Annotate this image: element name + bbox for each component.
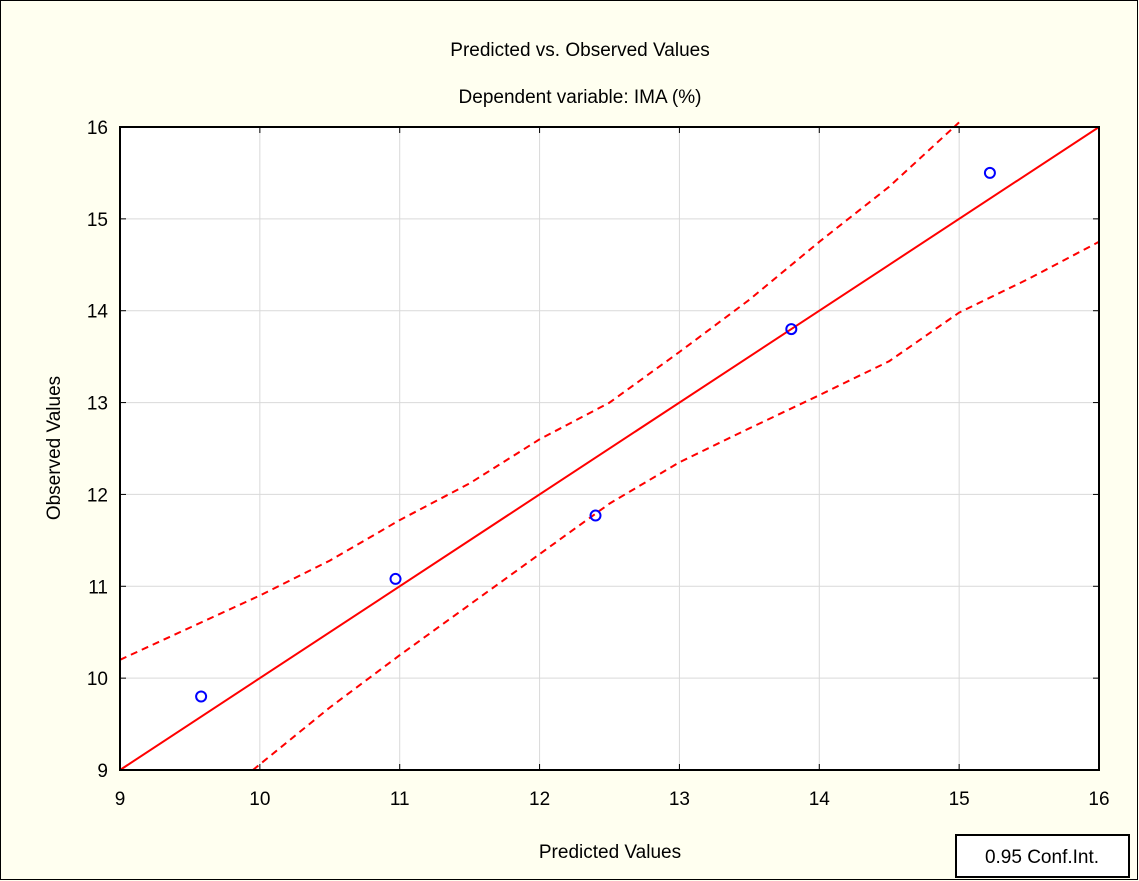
chart-subtitle: Dependent variable: IMA (%) [459,87,702,108]
y-tick-label: 13 [87,394,108,415]
data-points [195,166,996,703]
legend-label: 0.95 Conf.Int. [985,847,1099,868]
chart-title: Predicted vs. Observed Values [450,40,709,61]
y-axis-label: Observed Values [44,376,65,520]
x-tick-label: 16 [1088,789,1109,810]
x-tick-label: 15 [949,789,970,810]
x-tick-label: 12 [529,789,550,810]
y-tick-label: 9 [97,761,108,782]
x-tick-label: 9 [115,789,126,810]
y-tick-label: 14 [87,302,109,323]
x-axis-label: Predicted Values [539,842,681,863]
upper-confidence-line [119,121,960,661]
y-tick-label: 12 [87,485,108,506]
y-tick-label: 16 [87,118,108,139]
fit-line [119,126,1100,771]
fit-line-group [119,126,1100,771]
data-point [785,323,798,336]
plot-border [119,126,1100,771]
data-point [589,509,602,522]
confidence-bands [119,121,1100,771]
legend-box [955,834,1130,878]
x-tick-label: 14 [809,789,831,810]
x-tick-label: 10 [249,789,270,810]
legend: 0.95 Conf.Int. [955,834,1130,878]
axis-ticks: 9 10 11 12 13 14 15 16 9 10 11 12 13 14 15 16 [87,118,1110,810]
x-tick-label: 11 [390,789,410,810]
data-point [983,166,996,179]
x-tick-label: 13 [669,789,690,810]
y-tick-label: 11 [88,577,108,598]
data-point [389,572,402,585]
y-tick-label: 10 [87,669,108,690]
lower-confidence-line [252,240,1100,771]
y-tick-label: 15 [87,210,108,231]
data-point [195,690,208,703]
